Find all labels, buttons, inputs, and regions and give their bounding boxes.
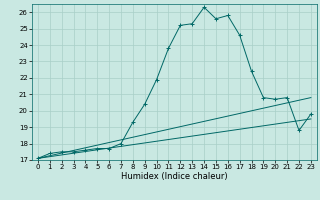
X-axis label: Humidex (Indice chaleur): Humidex (Indice chaleur) [121,172,228,181]
